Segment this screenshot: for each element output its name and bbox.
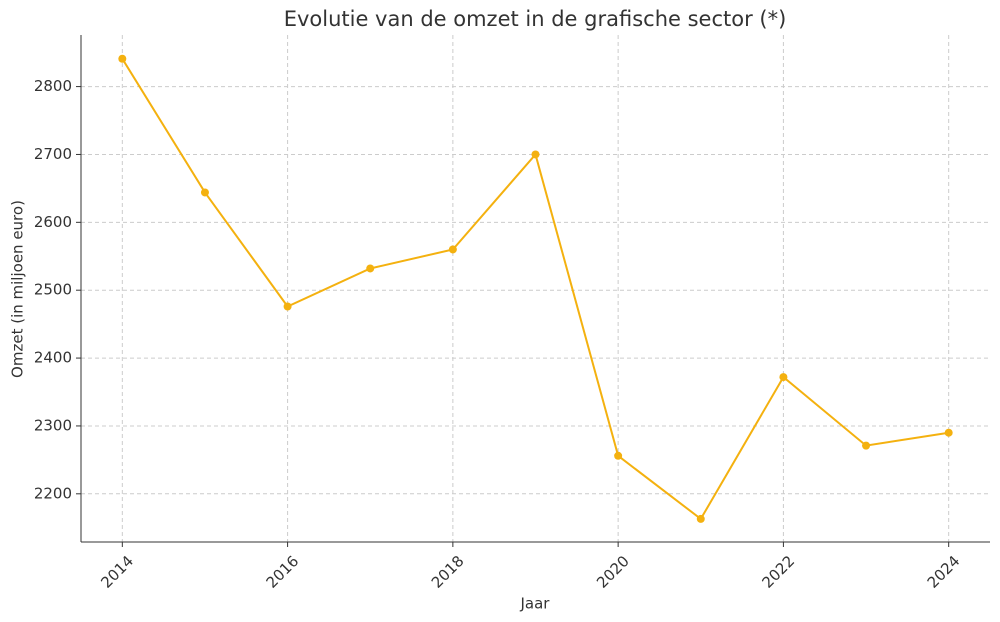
x-tick-label: 2018 bbox=[428, 552, 468, 592]
y-tick-label: 2300 bbox=[34, 416, 72, 434]
y-axis-label: Omzet (in miljoen euro) bbox=[9, 200, 27, 378]
y-tick-label: 2700 bbox=[34, 145, 72, 163]
point bbox=[118, 54, 127, 63]
point bbox=[779, 373, 788, 382]
y-tick-label: 2500 bbox=[34, 281, 72, 299]
point bbox=[366, 264, 375, 273]
y-tick-label: 2400 bbox=[34, 349, 72, 367]
chart-title: Evolutie van de omzet in de grafische se… bbox=[284, 7, 787, 31]
x-tick-label: 2016 bbox=[263, 552, 303, 592]
point bbox=[531, 150, 540, 159]
y-tick-label: 2800 bbox=[34, 77, 72, 95]
x-tick-label: 2024 bbox=[924, 552, 964, 592]
x-tick-label: 2020 bbox=[593, 552, 633, 592]
y-tick-label: 2600 bbox=[34, 213, 72, 231]
point bbox=[944, 428, 953, 437]
x-tick-label: 2022 bbox=[758, 552, 798, 592]
x-tick-label: 2014 bbox=[97, 552, 137, 592]
point bbox=[448, 245, 457, 254]
line bbox=[121, 58, 949, 521]
x-axis-label: Jaar bbox=[520, 595, 551, 613]
point bbox=[862, 441, 871, 450]
y-tick-label: 2200 bbox=[34, 484, 72, 502]
point bbox=[614, 451, 623, 460]
point bbox=[283, 302, 292, 311]
point bbox=[200, 188, 209, 197]
point bbox=[696, 514, 705, 523]
